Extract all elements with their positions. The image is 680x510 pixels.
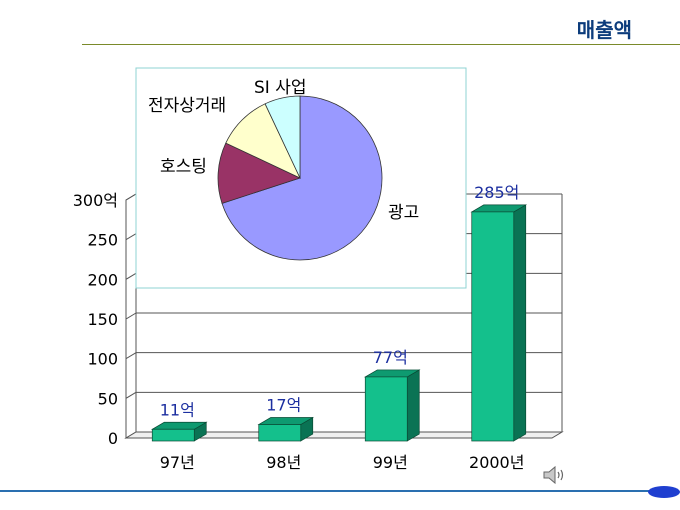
bar-side xyxy=(406,369,420,442)
y-tick-label: 0 xyxy=(108,429,118,448)
speaker-icon[interactable] xyxy=(542,464,568,486)
pie-slice xyxy=(264,95,301,179)
y-tick-label: 200 xyxy=(87,270,118,289)
bar-data-label: 77억 xyxy=(373,348,408,367)
bar-chart-axis-labels: 0 50 100 150 200 250 300억 11억 97년 17억 98년 77억 99년 285… xyxy=(73,183,525,472)
x-category-label: 2000년 xyxy=(469,453,524,472)
gridline-diagonal xyxy=(125,193,137,201)
pie-slice-label: 광고 xyxy=(388,203,419,223)
bar-data-label: 17억 xyxy=(266,396,301,415)
pie-slice xyxy=(221,95,383,261)
bar-chart-bars xyxy=(150,204,528,442)
pie-slice-label: 전자상거래 xyxy=(148,96,226,116)
bar xyxy=(471,211,515,442)
footer-divider xyxy=(0,490,652,492)
bar-data-label: 11억 xyxy=(160,400,195,419)
y-tick-label: 300억 xyxy=(73,191,118,210)
bar xyxy=(258,424,302,442)
gridline-diagonal xyxy=(125,352,137,360)
bar xyxy=(364,376,408,442)
pie-slice-label: SI 사업 xyxy=(254,78,307,98)
gridline-diagonal xyxy=(125,312,137,320)
x-category-label: 99년 xyxy=(373,453,408,472)
gridline-diagonal xyxy=(125,233,137,241)
pie-slice-label: 호스팅 xyxy=(160,157,207,177)
y-tick-label: 150 xyxy=(87,310,118,329)
gridline-diagonal xyxy=(125,391,137,399)
gridline-diagonal xyxy=(125,272,137,280)
bar-data-label: 285억 xyxy=(474,183,519,202)
nav-oval-button[interactable] xyxy=(648,486,680,498)
title-divider xyxy=(82,44,680,45)
x-category-label: 97년 xyxy=(160,453,195,472)
y-tick-label: 250 xyxy=(87,231,118,250)
bar xyxy=(151,428,195,442)
pie-slice xyxy=(217,142,302,204)
bar-side xyxy=(513,204,527,442)
slide-title: 매출액 xyxy=(576,18,632,42)
y-tick-label: 50 xyxy=(98,389,118,408)
y-tick-label: 100 xyxy=(87,350,118,369)
pie-chart: 광고 호스팅 전자상거래 SI 사업 xyxy=(148,78,419,261)
x-category-label: 98년 xyxy=(266,453,301,472)
